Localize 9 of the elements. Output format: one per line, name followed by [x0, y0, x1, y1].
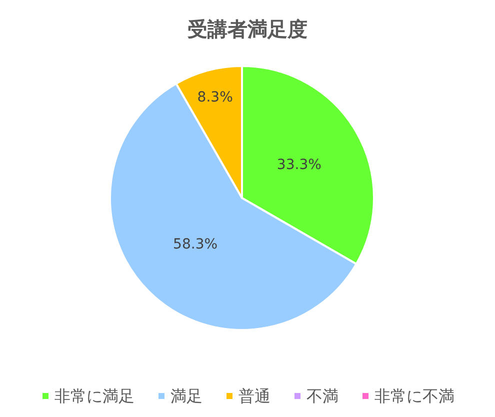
chart-title: 受講者満足度: [188, 17, 308, 41]
data-label: 8.3%: [197, 89, 233, 106]
data-label: 58.3%: [173, 236, 218, 253]
legend-label: 不満: [306, 386, 338, 406]
legend-label: 非常に満足: [54, 386, 134, 406]
legend-label: 満足: [170, 386, 202, 406]
legend-label: 普通: [238, 386, 270, 406]
legend-label: 非常に不満: [374, 386, 454, 406]
data-label: 33.3%: [276, 157, 322, 173]
